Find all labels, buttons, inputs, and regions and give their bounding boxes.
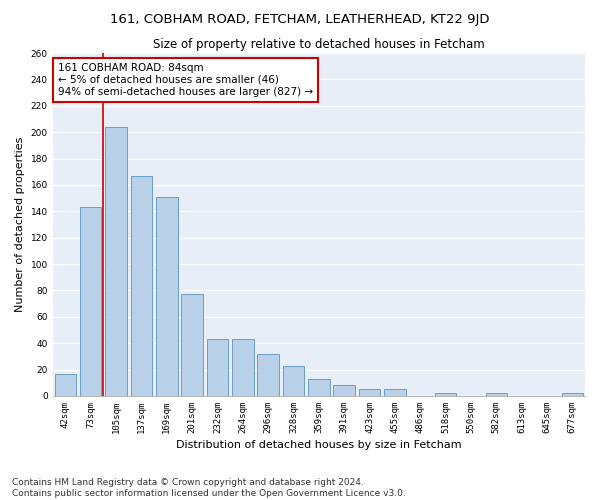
Bar [80, 208, 101, 396]
Bar [562, 394, 583, 396]
Text: Contains HM Land Registry data © Crown copyright and database right 2024.
Contai: Contains HM Land Registry data © Crown c… [12, 478, 406, 498]
Bar [156, 197, 178, 396]
Bar [105, 127, 127, 396]
Bar [55, 374, 76, 396]
Bar [206, 339, 228, 396]
Bar [334, 386, 355, 396]
Title: Size of property relative to detached houses in Fetcham: Size of property relative to detached ho… [153, 38, 485, 51]
Text: 161 COBHAM ROAD: 84sqm
← 5% of detached houses are smaller (46)
94% of semi-deta: 161 COBHAM ROAD: 84sqm ← 5% of detached … [58, 64, 313, 96]
Bar [384, 390, 406, 396]
Bar [485, 394, 507, 396]
Bar [131, 176, 152, 396]
Bar [359, 390, 380, 396]
Y-axis label: Number of detached properties: Number of detached properties [15, 137, 25, 312]
Bar [181, 294, 203, 396]
Bar [308, 379, 329, 396]
X-axis label: Distribution of detached houses by size in Fetcham: Distribution of detached houses by size … [176, 440, 461, 450]
Bar [283, 366, 304, 396]
Bar [435, 394, 457, 396]
Text: 161, COBHAM ROAD, FETCHAM, LEATHERHEAD, KT22 9JD: 161, COBHAM ROAD, FETCHAM, LEATHERHEAD, … [110, 12, 490, 26]
Bar [232, 339, 254, 396]
Bar [257, 354, 279, 396]
